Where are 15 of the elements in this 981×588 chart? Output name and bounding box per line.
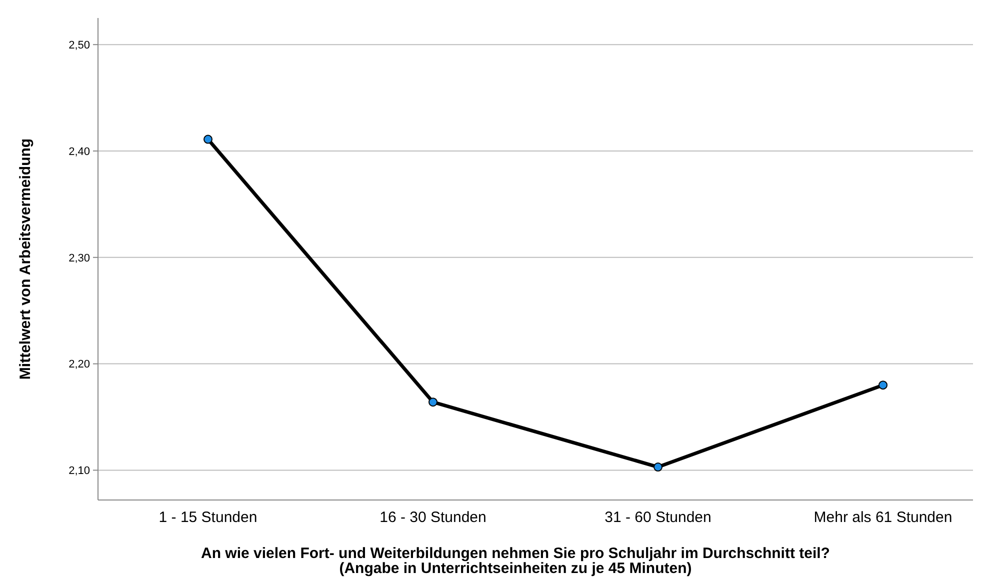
x-tick-label: 16 - 30 Stunden: [380, 509, 486, 526]
y-tick-label: 2,40: [68, 146, 90, 158]
point: [428, 398, 438, 407]
y-tick-label: 2,20: [68, 358, 90, 371]
point: [204, 134, 212, 144]
x-tick-label: 31 - 60 Stunden: [604, 509, 712, 526]
y-tick-label: 2,30: [68, 252, 90, 264]
x-tick-label: Mehr als 61 Stunden: [814, 509, 952, 526]
y-tick-label: 2,10: [68, 465, 90, 478]
point: [654, 462, 662, 472]
x-tick-label: 1 - 15 Stunden: [158, 509, 258, 526]
y-tick-label: 2,50: [68, 39, 90, 52]
x-axis-title: An wie vielen Fort- und Weiterbildungen nehmen Sie pro Schuljahr im Durchschnitt teil? (Angabe in Unterrichtseinheiten zu je 45 Minuten): [201, 545, 830, 577]
point: [878, 380, 888, 390]
y-axis-title: Mittelwert von Arbeitsvermeidung: [17, 138, 34, 380]
